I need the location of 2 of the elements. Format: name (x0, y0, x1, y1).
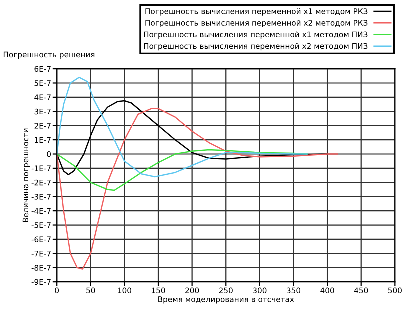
line-series (57, 108, 338, 270)
line-series (57, 76, 308, 178)
